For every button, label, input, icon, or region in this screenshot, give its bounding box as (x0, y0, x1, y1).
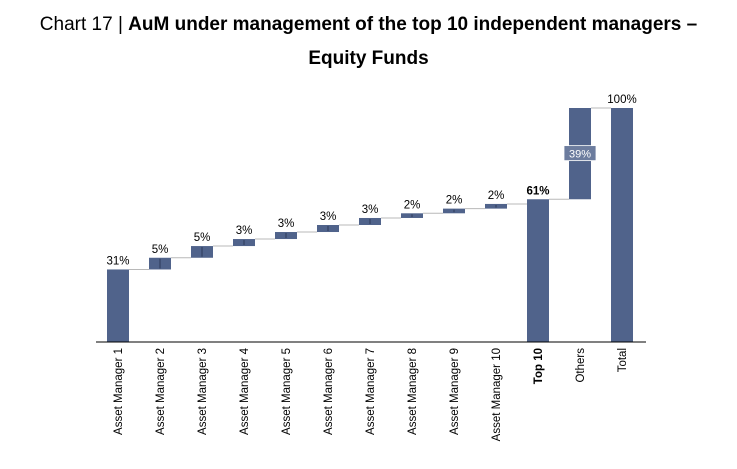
bar (527, 199, 549, 342)
data-label: 5% (194, 232, 211, 244)
x-tick-label: Asset Manager 10 (491, 348, 503, 441)
data-label: 2% (488, 190, 505, 202)
x-tick-label: Others (575, 348, 587, 383)
data-label: 39% (569, 149, 591, 161)
chart-title: Chart 17 | AuM under management of the t… (0, 8, 737, 76)
data-label: 61% (526, 185, 549, 197)
chart-title-line1: AuM under management of the top 10 indep… (128, 14, 698, 35)
data-label: 5% (152, 244, 169, 256)
x-tick-label: Asset Manager 2 (155, 348, 167, 435)
x-tick-label: Asset Manager 4 (239, 347, 251, 435)
data-label: 100% (607, 94, 636, 106)
chart-title-line2: Equity Funds (308, 48, 429, 69)
chart-number: Chart 17 | (39, 14, 129, 35)
data-label: 3% (362, 204, 379, 216)
data-label: 2% (446, 195, 463, 207)
data-label: 3% (236, 225, 253, 237)
data-label: 3% (278, 218, 295, 230)
bar (611, 108, 633, 342)
x-tick-label: Asset Manager 6 (323, 348, 335, 435)
data-label: 3% (320, 211, 337, 223)
x-tick-label: Top 10 (533, 348, 545, 384)
data-label-background (563, 145, 597, 162)
x-tick-label: Asset Manager 1 (113, 348, 125, 435)
data-label: 31% (106, 255, 129, 267)
x-tick-label: Asset Manager 5 (281, 348, 293, 435)
x-tick-label: Asset Manager 7 (365, 348, 377, 435)
data-label: 2% (404, 199, 421, 211)
x-tick-label: Asset Manager 3 (197, 348, 209, 435)
bar (107, 269, 129, 342)
x-tick-label: Asset Manager 8 (407, 348, 419, 435)
x-tick-label: Total (617, 348, 629, 372)
x-tick-label: Asset Manager 9 (449, 348, 461, 435)
